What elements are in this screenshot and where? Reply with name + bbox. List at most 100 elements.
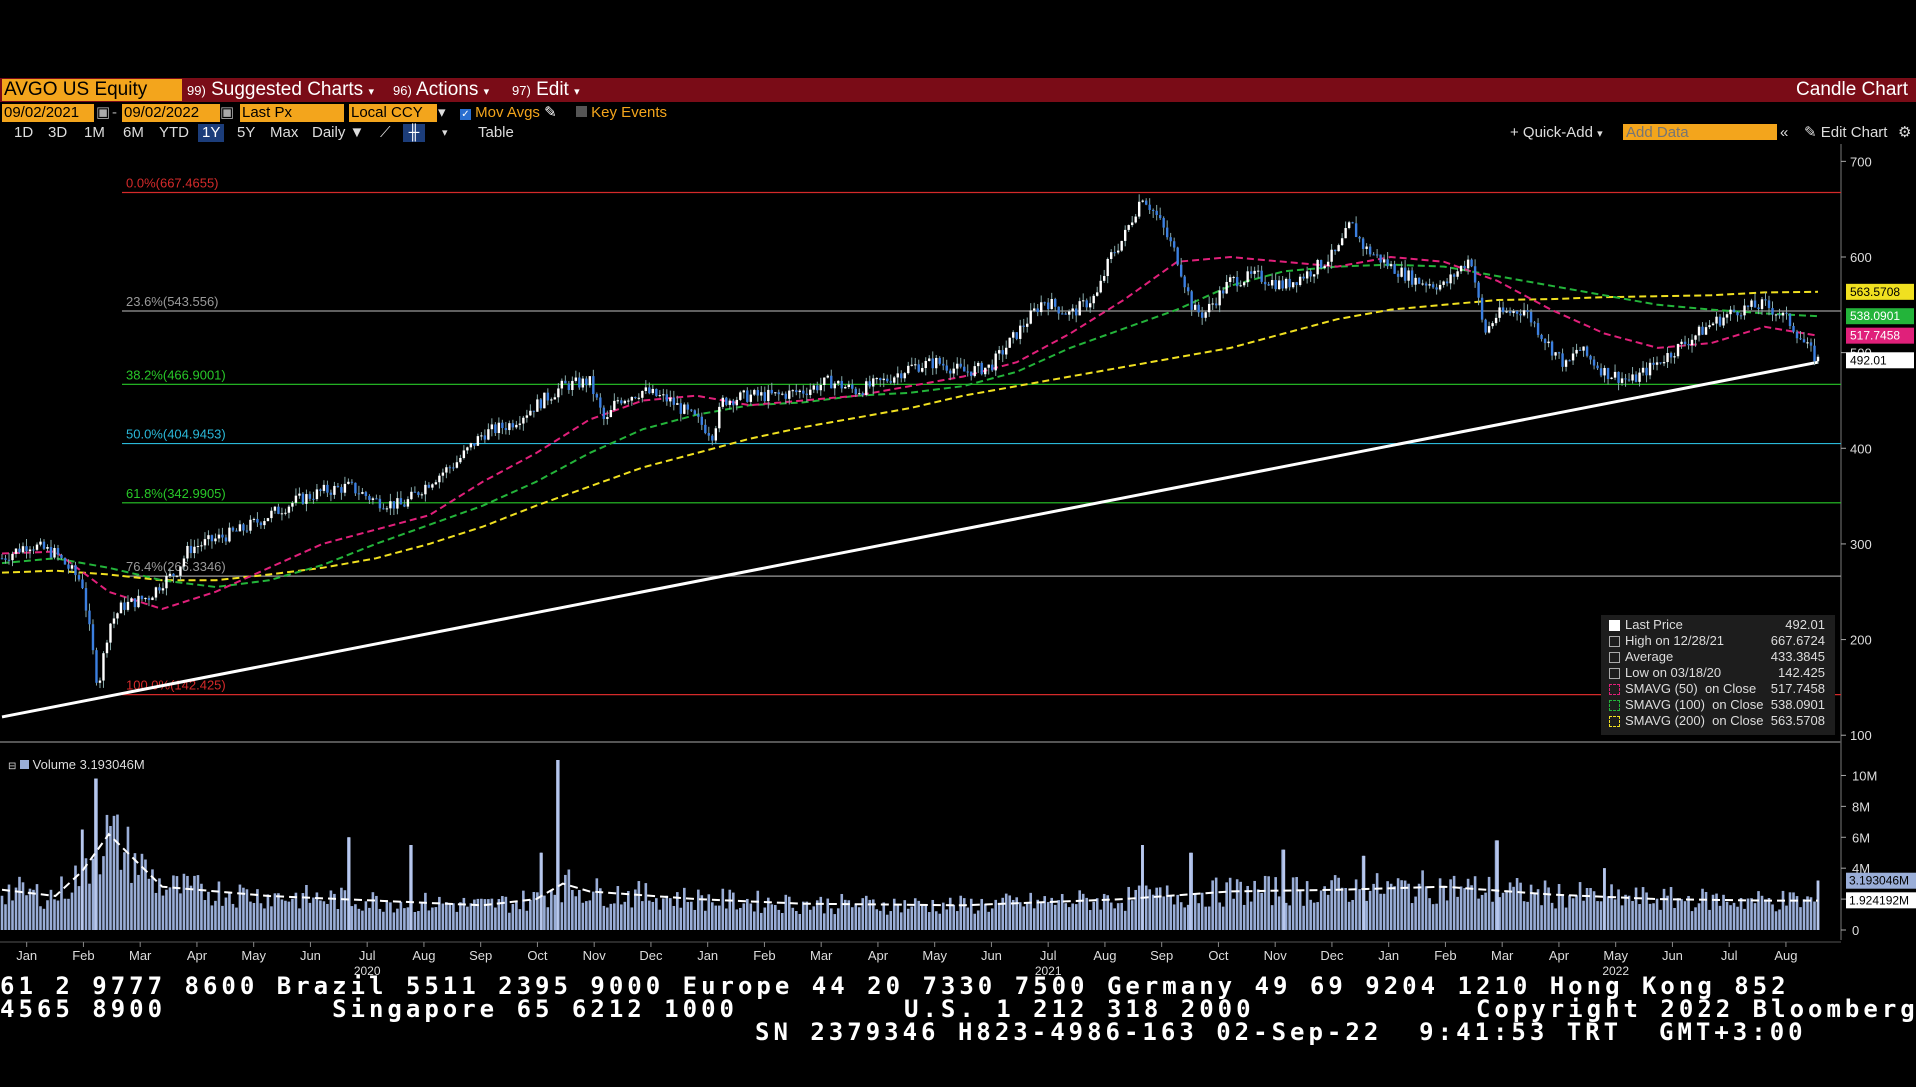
candle-body [1802,339,1806,343]
candle-body [1680,341,1683,344]
candle-body [1284,278,1288,289]
volume-bar [1312,902,1316,930]
candle-body [452,467,455,469]
line-chart-icon[interactable]: ⟋ [380,124,391,141]
volume-bar [641,901,644,930]
period-button-1d[interactable]: 1D [14,124,34,141]
volume-bar [158,878,161,930]
volume-bar [850,907,854,930]
checkbox-icon [576,106,587,117]
candle-body [1442,281,1445,285]
candle-body [259,522,263,526]
period-button-1y[interactable]: 1Y [198,124,225,142]
candle-body [865,381,868,396]
period-button-1m[interactable]: 1M [84,124,105,141]
volume-bar [1557,884,1561,930]
edit-chart-button[interactable]: ✎ Edit Chart [1804,124,1887,142]
volume-spike-bar [1282,849,1286,930]
candle-body [67,564,70,569]
volume-bar [1627,895,1631,930]
price-tag-bg [1846,283,1914,300]
y-tick-label: 600 [1850,250,1872,265]
volume-bar [763,907,767,930]
field-select[interactable]: Last Px [240,104,344,122]
period-button-3d[interactable]: 3D [48,124,68,141]
candle-body [1708,325,1711,328]
legend-value: 538.0901 [1770,697,1825,712]
volume-bar [427,910,431,930]
collapse-icon[interactable]: ⊟ [8,761,17,772]
candle-body [1047,302,1050,310]
volume-bar [214,900,217,930]
volume-spike-bar [540,852,543,930]
volume-bar [938,913,942,930]
frequency-select[interactable]: Daily ▼ [312,124,364,142]
chevron-down-icon[interactable]: ▾ [442,127,448,139]
volume-bar [564,874,567,930]
candle-body [182,558,186,567]
volume-bar [1732,902,1736,930]
volume-bar [1424,886,1428,930]
candle-body [14,548,18,554]
candle-body [298,493,301,496]
volume-bar [658,909,662,930]
legend-swatch [1609,668,1620,679]
candle-body [683,404,686,414]
currency-select[interactable]: Local CCY [349,104,437,122]
key-events-checkbox[interactable]: Key Events [576,104,667,122]
candle-body [851,384,854,389]
candle-chart-icon[interactable]: ╫ [403,124,425,142]
candle-body [578,377,581,388]
candle-body [739,392,742,400]
volume-bar [665,895,669,930]
candle-body [245,530,249,532]
period-button-6m[interactable]: 6M [123,124,144,141]
volume-bar [431,907,434,930]
volume-bar [609,903,613,930]
mov-avgs-checkbox[interactable]: ✓ Mov Avgs ✎ [460,104,557,122]
candle-body [364,492,368,497]
edit-menu[interactable]: 97) Edit ▾ [512,79,580,101]
calendar-icon[interactable]: ▣ [220,104,235,121]
candle-body [525,415,529,418]
volume-bar [333,893,336,930]
volume-bar [1515,878,1519,930]
x-tick-label: Nov [583,948,607,963]
chevron-down-icon[interactable]: ▾ [438,104,446,121]
end-date-input[interactable]: 09/02/2022 [122,104,220,122]
volume-bar [1561,895,1564,930]
period-button-max[interactable]: Max [270,124,299,141]
candles [0,194,1820,689]
period-button-5y[interactable]: 5Y [237,124,256,141]
candle-body [151,597,154,601]
volume-bar [1358,889,1361,930]
gear-icon[interactable]: ⚙ [1898,124,1912,141]
volume-bar [1585,888,1589,930]
legend-row: SMAVG (200) on Close 563.5708 [1607,713,1829,729]
volume-bar [1270,905,1274,930]
candle-body [497,422,501,434]
volume-bar [1011,899,1015,930]
quick-add-button[interactable]: + Quick-Add ▾ [1510,124,1603,142]
calendar-icon[interactable]: ▣ [96,104,111,121]
period-button-ytd[interactable]: YTD [159,124,189,141]
volume-bar [1218,902,1221,930]
candle-body [1526,310,1529,312]
volume-bar [627,890,630,930]
candle-body [970,371,973,377]
volume-bar [1459,886,1463,930]
start-date-input[interactable]: 09/02/2021 [2,104,94,122]
security-input[interactable]: AVGO US Equity [2,79,182,101]
suggested-charts-menu[interactable]: 99) Suggested Charts ▾ [187,79,374,101]
candle-body [938,357,941,364]
collapse-icon[interactable]: « [1780,124,1789,141]
table-button[interactable]: Table [478,124,514,141]
candle-body [616,400,620,402]
actions-menu[interactable]: 96) Actions ▾ [393,79,489,101]
volume-bar [676,892,679,930]
candle-body [462,450,466,458]
add-data-input[interactable] [1623,124,1777,140]
volume-bar [1410,903,1414,930]
candle-body [238,524,242,532]
volume-bar [1064,903,1068,930]
